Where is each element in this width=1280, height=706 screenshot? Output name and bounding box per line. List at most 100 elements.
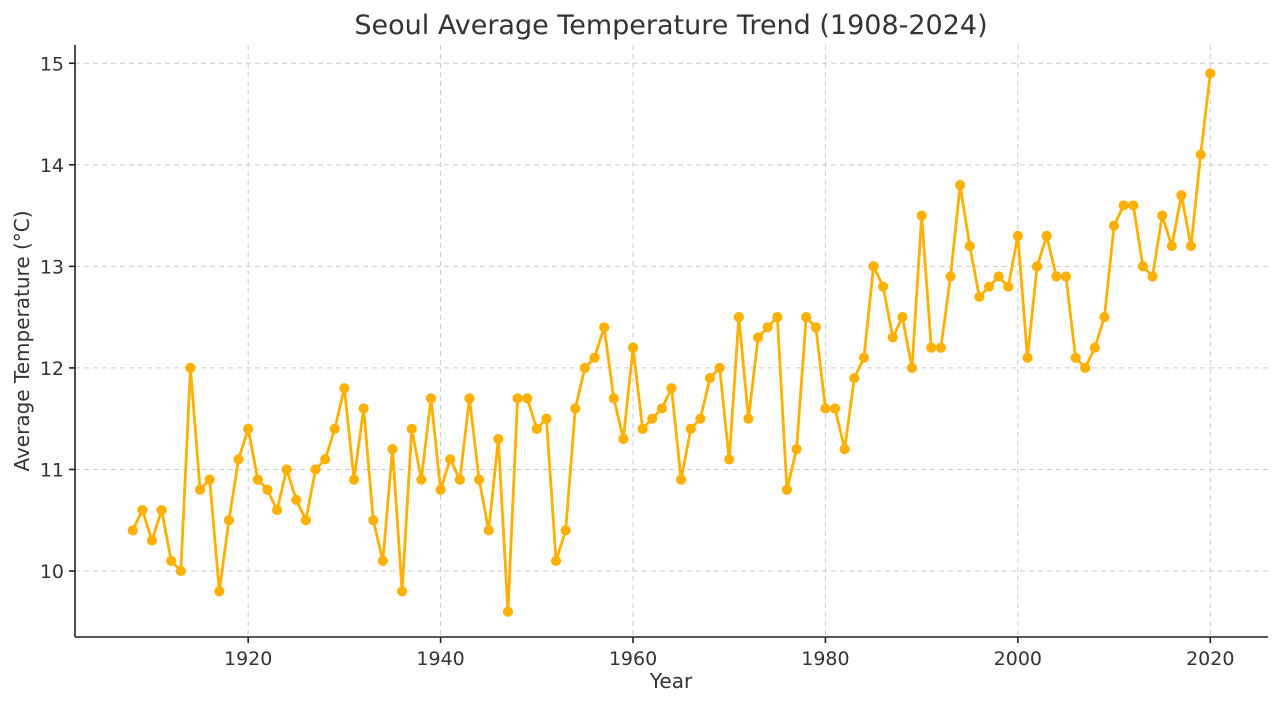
temperature-data-point <box>772 312 783 323</box>
temperature-data-point <box>522 393 533 404</box>
temperature-data-point <box>339 383 350 394</box>
y-tick-label: 14 <box>40 155 64 177</box>
temperature-data-point <box>281 464 292 475</box>
temperature-data-point <box>166 555 177 566</box>
temperature-data-point <box>781 484 793 495</box>
temperature-data-point <box>1166 240 1177 252</box>
temperature-data-point <box>906 362 918 374</box>
temperature-data-point <box>204 474 215 485</box>
series-layer <box>127 68 1216 617</box>
temperature-data-point <box>464 393 475 404</box>
temperature-data-point <box>627 342 639 353</box>
temperature-data-point <box>1041 230 1052 241</box>
y-axis-label: Average Temperature (°C) <box>10 210 34 471</box>
temperature-data-point <box>1137 261 1149 272</box>
temperature-data-point <box>897 312 908 323</box>
temperature-data-point <box>127 525 138 536</box>
temperature-data-point <box>358 403 369 414</box>
temperature-data-point <box>829 403 841 414</box>
temperature-data-point <box>1099 312 1110 323</box>
temperature-data-point <box>849 372 860 384</box>
x-tick-label: 1920 <box>224 648 272 670</box>
temperature-data-point <box>656 403 667 414</box>
temperature-data-point <box>695 413 706 424</box>
temperature-data-point <box>1022 352 1033 363</box>
temperature-data-point <box>175 565 186 577</box>
temperature-data-point <box>599 322 610 333</box>
x-axis-label: Year <box>649 669 693 693</box>
temperature-data-point <box>983 281 995 292</box>
temperature-data-point <box>1003 281 1014 292</box>
temperature-data-point <box>801 312 812 323</box>
chart-title: Seoul Average Temperature Trend (1908-20… <box>354 10 987 41</box>
temperature-data-point <box>368 515 379 526</box>
temperature-data-point <box>676 474 687 485</box>
temperature-data-point <box>541 413 552 424</box>
temperature-data-point <box>820 403 831 414</box>
temperature-data-point <box>714 362 725 374</box>
y-tick-label: 11 <box>40 459 64 481</box>
temperature-data-point <box>435 484 446 495</box>
temperature-data-point <box>531 423 542 434</box>
temperature-data-point <box>868 261 879 272</box>
temperature-data-point <box>647 413 658 424</box>
temperature-data-point <box>964 240 975 252</box>
temperature-data-point <box>483 525 494 536</box>
temperature-data-point <box>377 555 388 566</box>
temperature-data-point <box>425 393 437 404</box>
temperature-data-point <box>271 504 283 516</box>
temperature-data-point <box>916 210 927 221</box>
temperature-data-point <box>329 423 340 434</box>
temperature-data-point <box>310 464 321 475</box>
temperature-data-point <box>878 281 889 292</box>
temperature-data-point <box>733 312 744 323</box>
x-tick-label: 2020 <box>1186 648 1234 670</box>
temperature-data-point <box>637 423 648 434</box>
x-tick-label: 2000 <box>994 648 1042 670</box>
y-tick-label: 12 <box>40 358 64 380</box>
temperature-data-point <box>1108 220 1120 231</box>
temperature-data-point <box>1070 352 1081 363</box>
temperature-data-point <box>762 322 773 333</box>
temperature-data-point <box>945 271 956 282</box>
temperature-data-point <box>406 423 417 434</box>
temperature-data-point <box>1032 261 1043 272</box>
grid-layer <box>75 45 1268 637</box>
temperature-data-point <box>1012 230 1023 241</box>
temperature-data-point <box>1089 342 1100 353</box>
y-tick-label: 15 <box>40 53 64 75</box>
temperature-data-point <box>1128 200 1139 211</box>
temperature-data-point <box>791 444 802 455</box>
temperature-data-point <box>550 555 562 566</box>
x-tick-label: 1980 <box>801 648 849 670</box>
temperature-data-point <box>724 454 735 465</box>
temperature-data-point <box>502 606 514 617</box>
temperature-data-point <box>579 362 591 374</box>
temperature-data-point <box>743 413 754 424</box>
temperature-data-point <box>858 352 870 363</box>
temperature-data-point <box>570 403 581 414</box>
temperature-data-point <box>185 362 196 374</box>
temperature-data-point <box>1060 271 1072 282</box>
temperature-data-point <box>445 454 456 465</box>
temperature-data-point <box>1195 149 1206 160</box>
temperature-data-point <box>416 474 427 485</box>
temperature-data-point <box>887 332 898 343</box>
temperature-data-point <box>512 393 523 404</box>
temperature-data-point <box>223 515 235 526</box>
temperature-data-point <box>233 454 244 465</box>
temperature-data-point <box>473 474 485 485</box>
temperature-data-point <box>387 444 398 455</box>
temperature-data-point <box>243 423 254 434</box>
temperature-data-point <box>926 342 937 353</box>
x-tick-label: 1940 <box>416 648 464 670</box>
temperature-data-point <box>348 474 360 485</box>
temperature-data-point <box>752 332 764 343</box>
temperature-data-point <box>935 342 946 353</box>
temperature-data-point <box>560 525 571 536</box>
temperature-data-point <box>1157 210 1168 221</box>
temperature-data-point <box>252 474 263 485</box>
